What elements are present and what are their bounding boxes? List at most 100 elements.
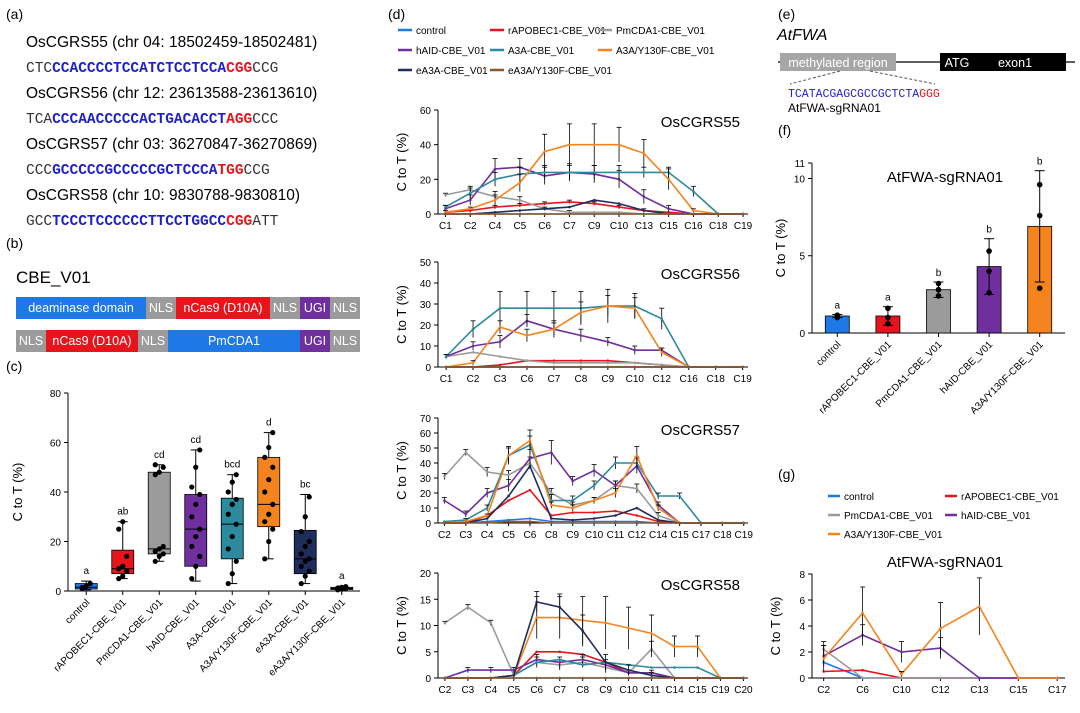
x-tick-label: C4 (484, 685, 497, 696)
chart-title: OsCGRS57 (661, 422, 740, 439)
nls-block (270, 297, 300, 319)
series-line-PmCDA1 (445, 351, 743, 368)
x-tick-label: C8 (576, 685, 589, 696)
panel-d-letter: (d) (388, 6, 405, 22)
data-point (535, 616, 539, 619)
data-point (696, 666, 699, 669)
y-tick-label: 60 (420, 106, 432, 117)
data-point (468, 207, 472, 211)
data-point (650, 674, 653, 677)
data-point (120, 563, 126, 569)
data-point (262, 489, 268, 495)
x-tick-label: C5 (507, 685, 520, 696)
target-header: OsCGRS57 (chr 03: 36270847-36270869) (26, 136, 317, 153)
x-tick-label: C4 (481, 530, 494, 541)
data-point (614, 491, 617, 495)
data-point (861, 676, 864, 680)
data-point (528, 464, 532, 468)
atg-label: ATG (945, 56, 970, 70)
data-point (518, 209, 522, 212)
data-point (614, 509, 617, 513)
data-point (443, 621, 447, 625)
ugi-block (300, 330, 330, 352)
data-point (635, 506, 639, 510)
nls-block (138, 330, 168, 352)
data-point (656, 494, 660, 498)
legend-label: hAID-CBE_V01 (961, 511, 1031, 522)
chart-title: OsCGRS58 (661, 577, 740, 594)
data-point (233, 558, 239, 564)
legend-label: eA3A/Y130F-CBE_V01 (508, 66, 612, 77)
y-tick-label: 60 (420, 429, 432, 440)
data-point (660, 317, 664, 321)
data-point (124, 553, 130, 559)
panel-c-letter: (c) (6, 358, 22, 374)
chart-title: AtFWA-sgRNA01 (887, 169, 1003, 186)
data-point (116, 526, 122, 532)
significance-letter: b (936, 268, 942, 279)
panel-b-letter: (b) (6, 235, 23, 251)
data-point (617, 143, 621, 146)
data-point (498, 325, 502, 329)
data-point (485, 517, 489, 520)
construct-title: CBE_V01 (16, 268, 91, 287)
data-point (229, 533, 235, 540)
x-tick-label: C15 (688, 685, 707, 696)
data-point (535, 660, 539, 664)
zoom-line (869, 70, 936, 85)
data-point (642, 171, 646, 174)
x-tick-label: C2 (438, 530, 451, 541)
x-tick-label: C8 (545, 530, 558, 541)
data-point (673, 666, 676, 669)
data-point (485, 506, 489, 510)
significance-letter: a (885, 293, 891, 304)
data-point (528, 520, 532, 523)
panel-a-sequences: OsCGRS55 (chr 04: 18502459-18502481) CTC… (26, 34, 317, 230)
data-point (270, 464, 276, 470)
pmcda1-block (168, 330, 300, 352)
data-point (262, 454, 268, 460)
data-point (233, 521, 239, 527)
data-point (614, 521, 617, 525)
x-tick-label: C12 (931, 685, 950, 696)
x-tick-label: control (814, 339, 843, 368)
data-point (443, 475, 446, 478)
data-point (581, 663, 584, 667)
data-point (633, 365, 637, 369)
data-point (471, 361, 475, 365)
data-point (550, 521, 553, 525)
x-tick-label: C19 (735, 530, 754, 541)
data-point (558, 650, 562, 654)
data-point (633, 361, 637, 365)
x-tick-label: eA3A/Y130F-CBE_V01 (267, 597, 349, 679)
data-point (635, 521, 639, 525)
legend-label: control (416, 26, 446, 37)
data-point (485, 521, 489, 525)
data-point (558, 605, 562, 609)
series-line-A3A (445, 305, 743, 368)
y-tick-label: 0 (425, 210, 431, 221)
significance-letter: ab (117, 507, 129, 518)
data-point (189, 484, 195, 490)
data-point (266, 444, 272, 451)
data-point (512, 676, 516, 680)
data-point (471, 365, 475, 369)
y-tick-label: 0 (425, 519, 431, 530)
data-point (493, 205, 497, 209)
data-point (581, 658, 584, 661)
ncas9-block (46, 330, 138, 352)
x-tick-label: C9 (601, 374, 614, 385)
data-point (266, 538, 272, 545)
data-point (339, 584, 345, 590)
y-tick-label: 2 (799, 648, 805, 659)
data-point (298, 580, 304, 587)
significance-letter: b (986, 225, 992, 236)
panel-g-letter: (g) (778, 466, 795, 482)
data-point (614, 461, 617, 465)
data-point (229, 479, 235, 485)
series-line-eA3A (444, 600, 744, 679)
data-point (518, 204, 522, 207)
x-tick-label: C14 (649, 530, 668, 541)
fwa-target-sequence: TCATACGAGCGCCGCTCTAGGG (788, 88, 940, 101)
legend-label: A3A/Y130F-CBE_V01 (616, 46, 715, 57)
